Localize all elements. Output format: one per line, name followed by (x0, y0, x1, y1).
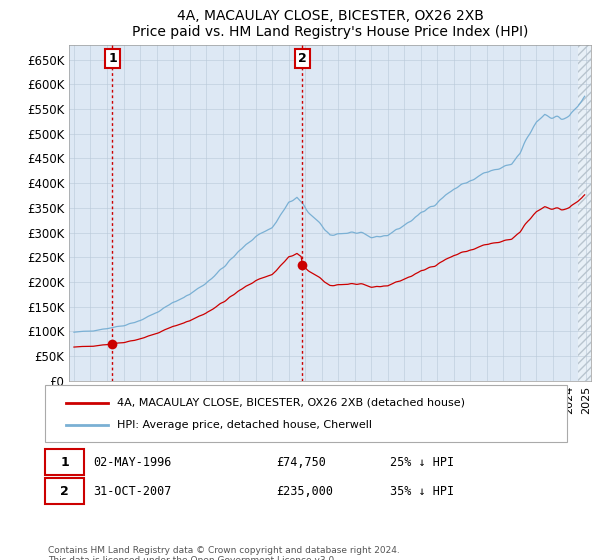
Text: 1: 1 (108, 52, 117, 65)
Text: 2: 2 (60, 484, 69, 498)
Text: £74,750: £74,750 (276, 455, 326, 469)
Text: 02-MAY-1996: 02-MAY-1996 (93, 455, 172, 469)
Text: 25% ↓ HPI: 25% ↓ HPI (390, 455, 454, 469)
Text: HPI: Average price, detached house, Cherwell: HPI: Average price, detached house, Cher… (117, 420, 372, 430)
Title: 4A, MACAULAY CLOSE, BICESTER, OX26 2XB
Price paid vs. HM Land Registry's House P: 4A, MACAULAY CLOSE, BICESTER, OX26 2XB P… (132, 10, 528, 39)
Text: 31-OCT-2007: 31-OCT-2007 (93, 484, 172, 498)
Bar (578, 45, 591, 381)
Text: 4A, MACAULAY CLOSE, BICESTER, OX26 2XB (detached house): 4A, MACAULAY CLOSE, BICESTER, OX26 2XB (… (117, 398, 465, 408)
Text: 2: 2 (298, 52, 307, 65)
Text: £235,000: £235,000 (276, 484, 333, 498)
Text: 1: 1 (60, 455, 69, 469)
Text: 35% ↓ HPI: 35% ↓ HPI (390, 484, 454, 498)
Text: Contains HM Land Registry data © Crown copyright and database right 2024.
This d: Contains HM Land Registry data © Crown c… (48, 546, 400, 560)
